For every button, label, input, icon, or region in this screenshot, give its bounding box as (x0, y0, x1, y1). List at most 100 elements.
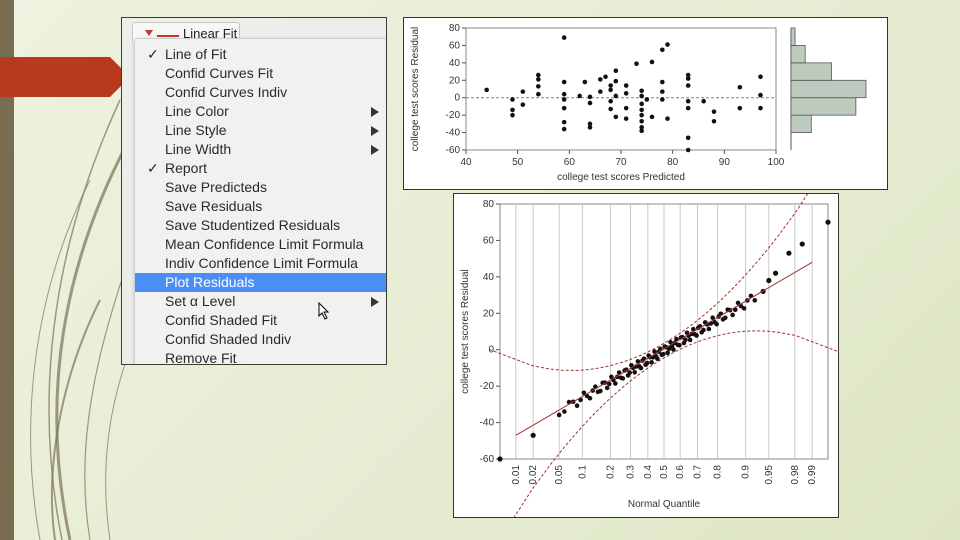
menu-item-label: Set α Level (165, 293, 236, 309)
quantile-point (556, 412, 562, 418)
menu-item-label: Line Color (165, 103, 229, 119)
y-tick-label: 60 (449, 40, 461, 51)
quantile-point (683, 337, 688, 343)
menu-item-line-of-fit[interactable]: ✓ Line of Fit (135, 45, 386, 64)
menu-item-save-residuals[interactable]: Save Residuals (135, 197, 386, 216)
x-tick-label: 0.2 (605, 465, 616, 479)
residual-point (510, 112, 515, 118)
quantile-point (581, 390, 587, 396)
mouse-cursor-icon (318, 302, 330, 320)
residual-point (660, 97, 665, 102)
quantile-point (604, 385, 610, 391)
residual-point (587, 125, 593, 130)
residual-point (510, 107, 515, 113)
quantile-point (752, 298, 758, 303)
y-tick-label: -20 (446, 110, 461, 121)
residual-point (639, 93, 644, 99)
disclosure-triangle-icon[interactable] (145, 30, 153, 36)
residual-point (639, 112, 644, 118)
residual-point (587, 100, 593, 106)
x-tick-label: 0.95 (764, 465, 775, 485)
quantile-point (598, 388, 603, 394)
y-axis-label: college test scores Residual (460, 269, 471, 394)
y-tick-label: 20 (449, 75, 461, 86)
quantile-point (613, 381, 618, 386)
residual-point (660, 47, 665, 53)
menu-item-confid-shaded-fit[interactable]: Confid Shaded Fit (135, 311, 386, 330)
residual-point (608, 87, 613, 93)
residual-point (587, 94, 593, 100)
y-tick-label: 80 (483, 199, 495, 210)
y-tick-label: 40 (449, 58, 461, 69)
menu-item-label: Report (165, 160, 208, 176)
menu-item-line-color[interactable]: Line Color (135, 102, 386, 121)
quantile-point (723, 315, 728, 321)
menu-item-mean-confidence-limit-formula[interactable]: Mean Confidence Limit Formula (135, 235, 386, 254)
x-tick-label: 100 (768, 157, 785, 168)
quantile-point (530, 432, 536, 438)
residual-point (737, 105, 743, 111)
x-tick-label: 40 (460, 157, 472, 168)
quantile-point (732, 307, 738, 313)
residual-point (623, 105, 629, 111)
residual-point (685, 72, 691, 78)
y-tick-label: -40 (446, 128, 461, 139)
submenu-arrow-icon (371, 145, 379, 155)
menu-item-label: Save Residuals (165, 198, 263, 214)
context-menu: ✓ Line of Fit Confid Curves Fit Confid Curv… (134, 38, 386, 364)
quantile-point (578, 397, 583, 403)
menu-item-confid-shaded-indiv[interactable]: Confid Shaded Indiv (135, 330, 386, 349)
x-tick-label: 0.98 (790, 465, 801, 485)
y-tick-label: 40 (483, 272, 495, 283)
submenu-arrow-icon (371, 126, 379, 136)
y-tick-label: -60 (446, 145, 461, 156)
menu-item-save-studentized-residuals[interactable]: Save Studentized Residuals (135, 216, 386, 235)
residual-point (598, 77, 603, 82)
x-tick-label: 0.99 (807, 465, 818, 485)
menu-item-label: Save Predicteds (165, 179, 267, 195)
histogram-bar (790, 62, 832, 81)
quantile-point (497, 456, 503, 462)
residual-point (639, 88, 644, 94)
menu-item-confid-curves-indiv[interactable]: Confid Curves Indiv (135, 83, 386, 102)
menu-item-confid-curves-fit[interactable]: Confid Curves Fit (135, 64, 386, 83)
residual-point (536, 72, 541, 78)
menu-item-set-level[interactable]: Set α Level (135, 292, 386, 311)
residual-point (536, 77, 541, 82)
quantile-point (620, 376, 626, 381)
y-tick-label: 0 (454, 93, 460, 104)
residual-point (613, 78, 619, 84)
quantile-point (677, 342, 682, 348)
menu-item-label: Confid Curves Fit (165, 65, 274, 81)
residual-point (685, 135, 691, 141)
menu-item-line-width[interactable]: Line Width (135, 140, 386, 159)
quantile-point (624, 367, 629, 372)
fit-line-swatch (157, 35, 179, 37)
menu-item-line-style[interactable]: Line Style (135, 121, 386, 140)
quantile-point (616, 370, 622, 375)
menu-screenshot: Linear Fit ✓ Line of Fit Confid Curves Fit… (121, 17, 387, 365)
menu-item-remove-fit[interactable]: Remove Fit (135, 349, 386, 364)
residual-point (561, 119, 567, 125)
residual-point (665, 42, 670, 47)
residual-point (613, 114, 619, 120)
quantile-point (666, 346, 672, 351)
residual-point (603, 74, 608, 80)
quantile-point (714, 321, 719, 327)
residual-point (587, 121, 593, 127)
menu-item-plot-residuals[interactable]: Plot Residuals (135, 273, 386, 292)
residual-point (634, 61, 639, 67)
quantile-point (660, 351, 666, 357)
menu-item-label: Confid Curves Indiv (165, 84, 288, 100)
menu-item-save-predicteds[interactable]: Save Predicteds (135, 178, 386, 197)
x-tick-label: 0.4 (643, 465, 654, 479)
residual-point (711, 109, 717, 114)
quantile-point (649, 360, 654, 365)
menu-item-report[interactable]: ✓ Report (135, 159, 386, 178)
left-stripe (0, 0, 14, 540)
residual-point (613, 93, 619, 99)
residual-point (623, 83, 629, 88)
residual-point (685, 105, 691, 111)
checkmark-icon: ✓ (147, 160, 159, 176)
menu-item-indiv-confidence-limit-formula[interactable]: Indiv Confidence Limit Formula (135, 254, 386, 273)
